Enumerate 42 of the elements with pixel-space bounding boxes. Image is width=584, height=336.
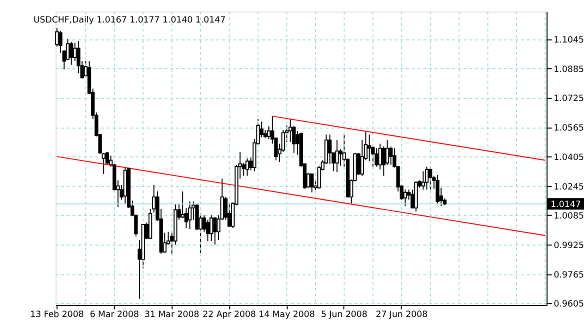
x-tick-label: 5 Jun 2008 — [320, 310, 368, 320]
y-tick-label: 1.0405 — [554, 152, 584, 163]
y-tick-label: 1.0885 — [554, 64, 584, 75]
x-tick-label: 13 Feb 2008 — [30, 310, 84, 320]
y-tick-label: 1.1045 — [554, 35, 584, 46]
y-tick-label: 0.9925 — [554, 241, 584, 252]
candlestick — [266, 126, 271, 140]
candlestick — [70, 41, 74, 66]
candlestick — [424, 166, 429, 190]
candlestick — [374, 148, 378, 168]
y-tick-label: 1.0245 — [554, 182, 584, 192]
candlestick — [206, 219, 210, 242]
chart-title: USDCHF,Daily 1.0167 1.0177 1.0140 1.0147 — [33, 16, 226, 26]
candlestick — [403, 189, 408, 207]
x-tick-label: 6 Mar 2008 — [90, 310, 140, 320]
candlestick — [389, 146, 393, 166]
candlestick — [245, 158, 250, 176]
y-tick-label: 1.0565 — [554, 124, 584, 134]
x-tick-label: 27 Jun 2008 — [376, 310, 428, 320]
candlestick — [378, 143, 382, 170]
candlestick — [180, 190, 184, 219]
candlestick — [213, 216, 217, 246]
candlestick — [73, 42, 77, 62]
y-tick-label: 1.0085 — [554, 212, 584, 222]
y-tick-label: 0.9605 — [554, 300, 584, 310]
ref-line-label: 1.0147 — [550, 200, 581, 210]
x-tick-label: 14 May 2008 — [258, 310, 315, 320]
candlestick — [421, 170, 426, 190]
candlestick — [436, 174, 440, 205]
candlestick — [385, 140, 390, 166]
candlestick — [188, 201, 192, 230]
candlestick — [335, 140, 339, 173]
x-tick-label: 31 Mar 2008 — [144, 310, 200, 320]
candlestick — [310, 174, 314, 193]
candlestick — [288, 118, 292, 142]
y-tick-label: 0.9765 — [554, 270, 584, 280]
candlestick — [368, 134, 372, 162]
candlestick — [328, 134, 332, 164]
candlestick — [338, 148, 342, 166]
x-tick-label: 22 Apr 2008 — [202, 310, 256, 320]
candlestick — [210, 214, 214, 242]
y-tick-label: 1.0725 — [554, 94, 584, 104]
